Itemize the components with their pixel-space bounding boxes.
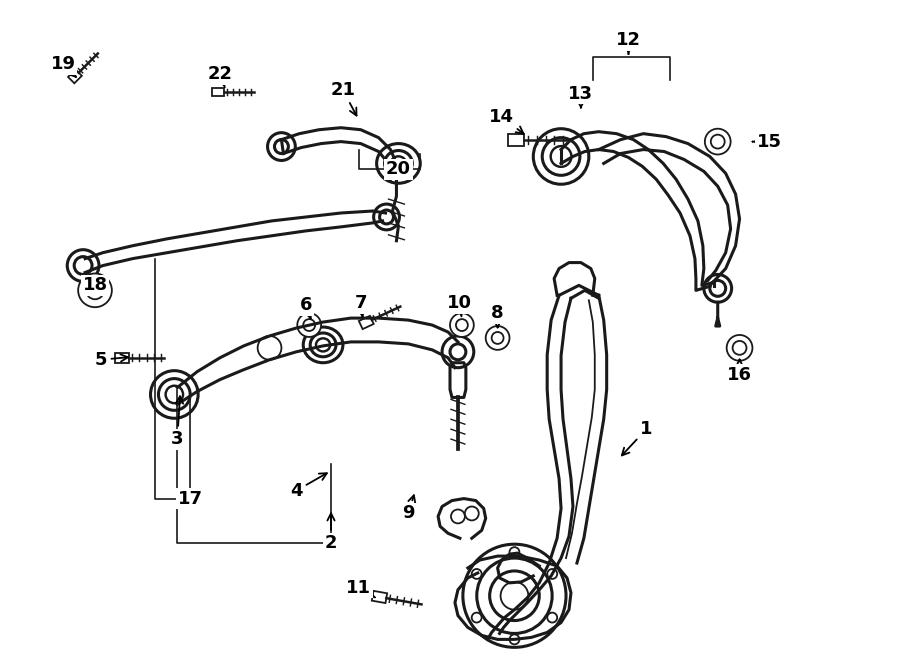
Text: 17: 17 xyxy=(177,490,202,508)
Ellipse shape xyxy=(158,379,190,410)
Text: 15: 15 xyxy=(752,132,782,150)
Circle shape xyxy=(733,341,746,355)
Text: 1: 1 xyxy=(622,420,652,455)
Circle shape xyxy=(86,281,104,299)
Text: 5: 5 xyxy=(94,351,128,369)
Ellipse shape xyxy=(391,156,406,171)
Circle shape xyxy=(456,319,468,331)
Circle shape xyxy=(450,344,466,359)
Text: 3: 3 xyxy=(171,397,184,448)
Circle shape xyxy=(374,204,400,230)
Text: 13: 13 xyxy=(569,85,593,108)
Text: 20: 20 xyxy=(386,160,411,178)
Circle shape xyxy=(451,510,465,524)
Circle shape xyxy=(450,313,473,337)
Polygon shape xyxy=(372,591,387,603)
Text: 2: 2 xyxy=(325,513,338,552)
Circle shape xyxy=(711,134,724,148)
Circle shape xyxy=(710,281,725,297)
Text: 18: 18 xyxy=(83,277,108,295)
Circle shape xyxy=(442,336,473,367)
Circle shape xyxy=(274,140,288,154)
Circle shape xyxy=(303,319,315,331)
Ellipse shape xyxy=(150,371,198,418)
Polygon shape xyxy=(68,70,82,83)
Ellipse shape xyxy=(534,128,589,184)
Circle shape xyxy=(78,273,112,307)
Ellipse shape xyxy=(316,338,330,352)
Circle shape xyxy=(547,569,557,579)
Polygon shape xyxy=(359,316,374,329)
Text: 4: 4 xyxy=(290,473,327,500)
Text: 16: 16 xyxy=(727,359,752,384)
Circle shape xyxy=(491,332,503,344)
Polygon shape xyxy=(115,353,129,363)
Circle shape xyxy=(472,612,482,622)
Circle shape xyxy=(257,336,282,359)
Ellipse shape xyxy=(376,144,420,183)
Circle shape xyxy=(547,612,557,622)
Text: 12: 12 xyxy=(616,32,641,54)
Circle shape xyxy=(486,326,509,350)
Text: 19: 19 xyxy=(50,55,76,77)
Ellipse shape xyxy=(384,150,412,176)
Text: 7: 7 xyxy=(355,294,367,317)
Ellipse shape xyxy=(551,146,572,167)
Circle shape xyxy=(472,569,482,579)
Ellipse shape xyxy=(542,138,580,175)
Circle shape xyxy=(704,275,732,303)
Text: 11: 11 xyxy=(346,579,375,598)
Circle shape xyxy=(463,544,566,647)
Text: 9: 9 xyxy=(402,495,415,522)
Text: 8: 8 xyxy=(491,304,504,328)
Circle shape xyxy=(490,571,539,620)
Circle shape xyxy=(477,558,552,634)
Text: 21: 21 xyxy=(330,81,356,116)
Circle shape xyxy=(509,547,519,557)
Circle shape xyxy=(500,582,528,610)
Ellipse shape xyxy=(166,386,183,403)
Polygon shape xyxy=(212,87,224,97)
Circle shape xyxy=(297,313,321,337)
Text: 6: 6 xyxy=(300,296,312,318)
Text: 10: 10 xyxy=(447,294,473,316)
Circle shape xyxy=(705,128,731,154)
Circle shape xyxy=(380,210,393,224)
Circle shape xyxy=(726,335,752,361)
Circle shape xyxy=(509,634,519,644)
Ellipse shape xyxy=(303,327,343,363)
Text: 22: 22 xyxy=(207,65,232,87)
Ellipse shape xyxy=(310,333,336,357)
Circle shape xyxy=(74,257,92,275)
Circle shape xyxy=(267,132,295,160)
Polygon shape xyxy=(508,134,524,146)
Circle shape xyxy=(465,506,479,520)
Text: 14: 14 xyxy=(489,108,524,134)
Circle shape xyxy=(68,250,99,281)
